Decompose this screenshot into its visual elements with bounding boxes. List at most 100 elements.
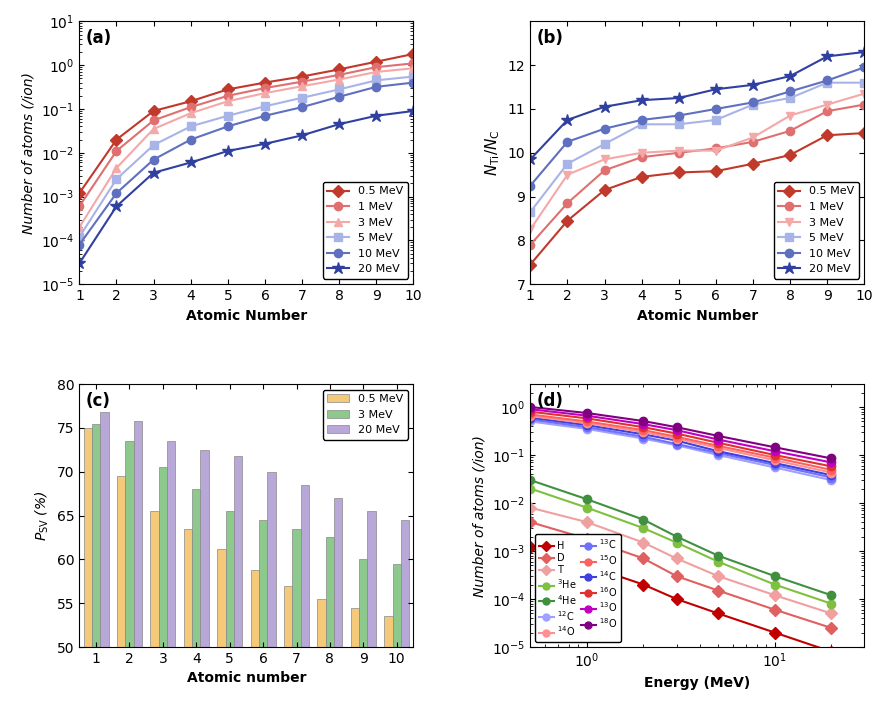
Line: 5 MeV: 5 MeV: [527, 78, 869, 216]
Line: $^4$He: $^4$He: [527, 476, 835, 599]
$^{16}$O: [713, 439, 723, 447]
Bar: [301, 485, 309, 711]
Line: $^{14}$O: $^{14}$O: [527, 412, 835, 477]
$^{14}$C: [671, 437, 682, 445]
$^{12}$C: [671, 441, 682, 449]
0.5 MeV: [185, 97, 196, 105]
$^{18}$O: [713, 432, 723, 440]
20 MeV: [859, 48, 870, 56]
Bar: [125, 441, 134, 711]
10 MeV: [185, 135, 196, 144]
0.5 MeV: [599, 186, 609, 194]
3 MeV: [148, 124, 159, 133]
$^{14}$O: [525, 412, 535, 420]
$^{13}$O: [639, 420, 649, 429]
3 MeV: [562, 171, 572, 179]
Bar: [167, 441, 176, 711]
3 MeV: [822, 100, 833, 109]
0.5 MeV: [111, 135, 122, 144]
5 MeV: [674, 120, 684, 129]
1 MeV: [259, 84, 270, 92]
10 MeV: [296, 103, 307, 112]
$^3$He: [671, 538, 682, 547]
3 MeV: [74, 223, 85, 232]
20 MeV: [296, 131, 307, 139]
$^3$He: [826, 599, 836, 608]
20 MeV: [637, 96, 647, 105]
X-axis label: Atomic Number: Atomic Number: [186, 309, 307, 323]
Bar: [292, 529, 301, 711]
20 MeV: [148, 169, 159, 177]
D: [639, 554, 649, 562]
1 MeV: [525, 240, 535, 249]
$^{15}$O: [769, 454, 780, 462]
T: [581, 518, 592, 526]
10 MeV: [711, 105, 721, 113]
$^{15}$O: [826, 466, 836, 474]
Bar: [385, 616, 392, 711]
Bar: [226, 511, 234, 711]
$^{12}$C: [639, 434, 649, 443]
Legend: 0.5 MeV, 3 MeV, 20 MeV: 0.5 MeV, 3 MeV, 20 MeV: [323, 390, 407, 439]
$^{12}$C: [769, 463, 780, 471]
Bar: [250, 570, 259, 711]
1 MeV: [334, 70, 345, 79]
$^{13}$O: [525, 405, 535, 414]
$^{14}$C: [639, 430, 649, 439]
Line: 0.5 MeV: 0.5 MeV: [75, 50, 417, 197]
Bar: [259, 520, 267, 711]
3 MeV: [222, 97, 233, 105]
Legend: H, D, T, $^3$He, $^4$He, $^{12}$C, $^{14}$O, $^{13}$C, $^{15}$O, $^{14}$C, $^{16: H, D, T, $^3$He, $^4$He, $^{12}$C, $^{14…: [535, 534, 621, 642]
$^{14}$C: [581, 421, 592, 429]
3 MeV: [408, 64, 419, 73]
3 MeV: [711, 146, 721, 155]
5 MeV: [185, 122, 196, 131]
T: [769, 591, 780, 599]
20 MeV: [525, 155, 535, 164]
0.5 MeV: [785, 151, 796, 159]
Line: 1 MeV: 1 MeV: [75, 59, 417, 210]
X-axis label: Atomic number: Atomic number: [187, 671, 306, 685]
1 MeV: [599, 166, 609, 175]
20 MeV: [599, 102, 609, 111]
10 MeV: [599, 124, 609, 133]
5 MeV: [111, 175, 122, 183]
10 MeV: [148, 155, 159, 164]
20 MeV: [711, 85, 721, 94]
X-axis label: Atomic Number: Atomic Number: [637, 309, 758, 323]
$^{18}$O: [826, 454, 836, 463]
H: [639, 580, 649, 589]
Y-axis label: Number of atoms (/ion): Number of atoms (/ion): [473, 434, 486, 597]
H: [713, 609, 723, 618]
Bar: [101, 412, 108, 711]
20 MeV: [822, 52, 833, 60]
1 MeV: [711, 144, 721, 153]
$^{13}$O: [581, 412, 592, 420]
1 MeV: [748, 137, 759, 146]
0.5 MeV: [408, 50, 419, 58]
0.5 MeV: [674, 169, 684, 177]
3 MeV: [296, 82, 307, 90]
Text: (a): (a): [86, 29, 112, 47]
3 MeV: [334, 75, 345, 84]
5 MeV: [259, 102, 270, 111]
0.5 MeV: [148, 107, 159, 115]
$^{13}$C: [581, 423, 592, 432]
T: [525, 503, 535, 512]
$^{14}$C: [826, 471, 836, 479]
10 MeV: [525, 181, 535, 190]
Line: $^{13}$C: $^{13}$C: [527, 415, 835, 481]
Legend: 0.5 MeV, 1 MeV, 3 MeV, 5 MeV, 10 MeV, 20 MeV: 0.5 MeV, 1 MeV, 3 MeV, 5 MeV, 10 MeV, 20…: [323, 182, 407, 279]
0.5 MeV: [562, 216, 572, 225]
Y-axis label: $N_{\mathrm{Ti}}/N_{\mathrm{C}}$: $N_{\mathrm{Ti}}/N_{\mathrm{C}}$: [483, 129, 502, 176]
$^3$He: [581, 503, 592, 512]
20 MeV: [785, 72, 796, 80]
H: [826, 648, 836, 656]
1 MeV: [637, 153, 647, 161]
1 MeV: [222, 92, 233, 100]
$^{16}$O: [639, 423, 649, 432]
10 MeV: [822, 76, 833, 85]
5 MeV: [711, 116, 721, 124]
1 MeV: [562, 199, 572, 208]
Bar: [192, 489, 200, 711]
